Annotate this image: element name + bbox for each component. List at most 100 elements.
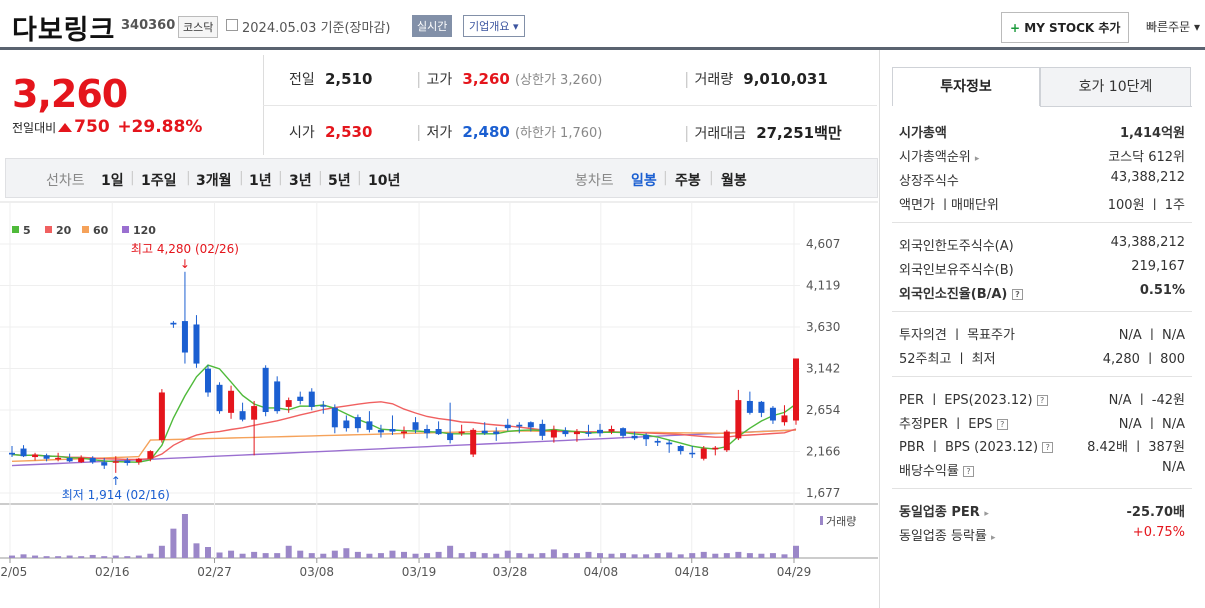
- volume-bar: [758, 553, 765, 558]
- candle-body: [389, 429, 396, 432]
- legend-swatch: [82, 226, 89, 233]
- help-icon: ?: [996, 419, 1008, 430]
- volume-bar: [781, 554, 788, 558]
- period-1w[interactable]: 1주일: [141, 173, 177, 189]
- sector-per-value: -25.70배: [1126, 505, 1185, 520]
- candle-body: [712, 447, 719, 450]
- quick-order-dropdown[interactable]: 빠른주문 ▾: [1146, 20, 1200, 34]
- period-10y[interactable]: 10년: [368, 173, 401, 189]
- volume-bar: [124, 556, 131, 558]
- foreign-limit-value: 43,388,212: [1110, 235, 1185, 250]
- candle-body: [158, 392, 165, 441]
- volume-bar: [447, 545, 454, 558]
- candle-body: [147, 451, 154, 459]
- volume-bar: [170, 528, 177, 558]
- volume-bar: [78, 556, 85, 558]
- candle-body: [758, 401, 765, 413]
- volume-bar: [700, 551, 707, 558]
- candle-weekly[interactable]: 주봉: [675, 173, 701, 189]
- chart-annotations: 거래량 최고 4,280 (02/26)↓ ↑최저 1,914 (02/16): [62, 242, 857, 528]
- rank-row[interactable]: 시가총액순위 ▸ 코스닥 612위: [899, 146, 1185, 168]
- candle-body: [285, 400, 292, 407]
- tab-invest-info[interactable]: 투자정보: [892, 67, 1040, 107]
- volume-bar: [401, 551, 407, 558]
- volume-bar: [689, 553, 696, 558]
- par-label: 액면가 ㅣ매매단위: [899, 198, 999, 213]
- volume-bar: [481, 553, 488, 558]
- x-tick-label: 02/05: [0, 565, 27, 579]
- legend-label: 120: [133, 224, 156, 237]
- candle-body: [297, 396, 304, 401]
- low-label: 저가: [426, 125, 453, 141]
- candle-monthly[interactable]: 월봉: [721, 173, 747, 189]
- volume-bar: [793, 545, 799, 558]
- candle-body: [550, 429, 557, 438]
- open-label: 시가: [289, 125, 315, 141]
- candle-body: [643, 434, 650, 440]
- volume-bar: [746, 553, 753, 558]
- foreign-ratio-row: 외국인소진율(B/A) ? 0.51%: [899, 283, 1185, 305]
- volume-bar: [135, 555, 142, 558]
- company-info-dropdown[interactable]: 기업개요 ▾: [463, 15, 525, 37]
- stock-code: 340360: [121, 18, 176, 33]
- sector-per-row[interactable]: 동일업종 PER ▸ -25.70배: [899, 501, 1185, 523]
- volume-bar: [239, 553, 246, 558]
- volume-bar: [354, 551, 361, 558]
- period-5y[interactable]: 5년: [328, 173, 351, 189]
- volume-bar: [723, 553, 730, 558]
- est-per-value: N/A ㅣ N/A: [1118, 417, 1185, 432]
- volume-label: 거래량: [826, 515, 856, 528]
- x-tick-label: 03/28: [493, 565, 528, 579]
- amount-label: 거래대금: [694, 126, 747, 142]
- legend-swatch: [12, 226, 19, 233]
- y-tick-label: 1,677: [806, 486, 840, 500]
- open-value: 2,530: [324, 123, 373, 141]
- volume-bar: [654, 553, 661, 558]
- volume-bar: [193, 543, 200, 558]
- volume-bar: [32, 555, 39, 558]
- candle-body: [447, 433, 454, 441]
- period-1y[interactable]: 1년: [249, 173, 272, 189]
- amount-unit: 백만: [814, 124, 842, 142]
- volume-bar: [712, 553, 719, 558]
- candle-body: [504, 424, 511, 429]
- candle-body: [585, 432, 592, 434]
- tab-orderbook[interactable]: 호가 10단계: [1040, 67, 1191, 107]
- opinion-label: 투자의견 ㅣ 목표주가: [899, 328, 1015, 343]
- volume-bar: [493, 553, 500, 558]
- volume-bar: [9, 555, 15, 558]
- legend-swatch: [122, 226, 129, 233]
- volume-bar: [735, 551, 742, 558]
- volume-bar: [597, 553, 603, 558]
- div-value: N/A: [1162, 460, 1185, 475]
- sector-rate-row[interactable]: 동일업종 등락률 ▸ +0.75%: [899, 525, 1185, 547]
- volume-bar: [66, 555, 73, 558]
- candle-body: [793, 358, 799, 421]
- opinion-row: 투자의견 ㅣ 목표주가 N/A ㅣ N/A: [899, 324, 1185, 346]
- period-1d[interactable]: 1일: [101, 173, 124, 189]
- candle-body: [124, 460, 131, 464]
- price-chart[interactable]: 5 20 60 120 4,607 4,119 3,630 3,142 2,654 2,166 1…: [0, 200, 878, 608]
- period-3m[interactable]: 3개월: [196, 173, 232, 189]
- sector-rate-value: +0.75%: [1132, 525, 1185, 540]
- low-value: 2,480: [462, 123, 510, 141]
- opinion-value: N/A ㅣ N/A: [1118, 328, 1185, 343]
- candle-body: [666, 442, 673, 445]
- y-tick-label: 3,630: [806, 320, 840, 334]
- volume-bar: [435, 551, 442, 558]
- sector-rate-label: 동일업종 등락률 ▸: [899, 529, 996, 544]
- shares-label: 상장주식수: [899, 174, 959, 189]
- realtime-button[interactable]: 실시간: [412, 15, 453, 37]
- period-toolbar: 선차트 1일 | 1주일 | 3개월 | 1년 | 3년 | 5년 | 10년 …: [5, 158, 878, 198]
- volume-bar: [470, 551, 477, 558]
- candle-body: [781, 415, 788, 423]
- volume-bar: [412, 553, 419, 558]
- candle-body: [193, 324, 200, 364]
- market-cap-label: 시가총액: [899, 126, 947, 141]
- candle-body: [677, 446, 684, 452]
- volume-legend-swatch: [820, 516, 823, 525]
- candle-daily[interactable]: 일봉: [631, 173, 657, 189]
- period-3y[interactable]: 3년: [289, 173, 312, 189]
- my-stock-add-button[interactable]: + MY STOCK 추가: [1001, 12, 1130, 43]
- prev-close-label: 전일: [289, 72, 315, 88]
